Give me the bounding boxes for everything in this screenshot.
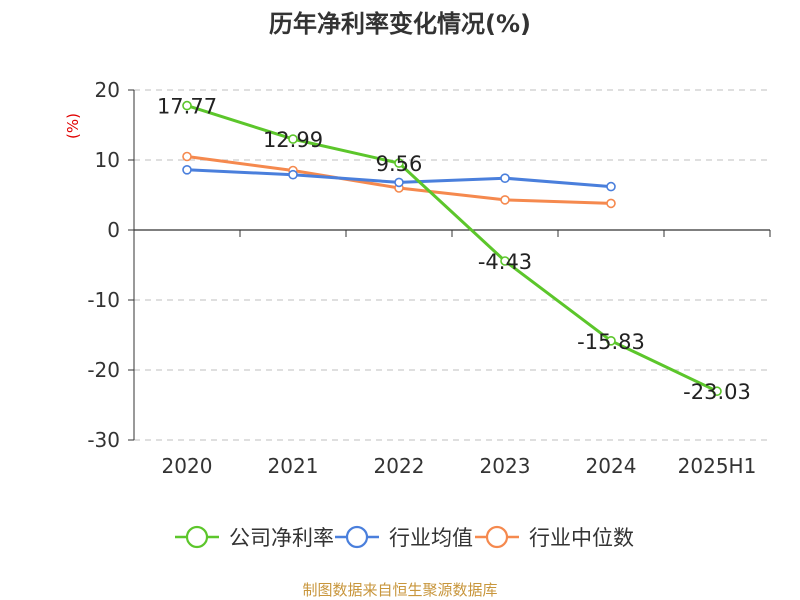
chart-title: 历年净利率变化情况(%) [269,10,531,38]
data-point [606,198,616,209]
data-point [182,100,192,111]
data-label: -15.83 [577,330,645,354]
legend-label: 行业均值 [389,526,473,550]
y-tick-label: -20 [87,358,120,382]
data-point [606,336,616,346]
legend-marker [485,525,509,549]
grid-layer [134,89,770,441]
data-point [606,181,616,192]
data-label: -23.03 [683,380,751,404]
axis-layer: 20 10 0 -10 -20 -30 2020 2021 2022 2023 2024 2025H1 [87,78,771,478]
x-tick-label: 2025H1 [678,454,757,478]
legend-label: 公司净利率 [229,526,334,550]
data-point [394,158,404,168]
data-label: 17.77 [157,95,217,119]
x-tick-label: 2024 [586,454,637,478]
data-point [500,195,510,205]
data-label: 12.99 [263,128,323,152]
y-tick-label: -30 [87,428,120,452]
x-tick-label: 2020 [162,454,213,478]
legend: 公司净利率 行业均值 行业中位数 [175,525,634,550]
data-point [288,169,298,180]
y-axis-label: (%) [64,113,82,139]
data-label: 9.56 [376,152,423,176]
data-point [182,165,192,175]
data-point [500,256,510,266]
y-tick-label: 0 [107,218,120,242]
y-tick-label: -10 [87,288,120,312]
y-tick-label: 20 [95,78,120,102]
y-tick-label: 10 [95,148,120,172]
legend-marker [345,525,369,549]
legend-marker [185,525,209,549]
data-point [500,173,510,183]
x-tick-label: 2022 [374,454,425,478]
data-point [182,151,192,162]
series-layer [182,100,722,397]
legend-label: 行业中位数 [529,526,634,550]
data-point [712,386,722,397]
data-point [288,134,298,144]
data-point [394,177,404,188]
x-tick-label: 2023 [480,454,531,478]
series-line [186,104,718,393]
source-note: 制图数据来自恒生聚源数据库 [302,581,497,599]
data-label-layer: 17.77 12.99 9.56 -4.43 -15.83 -23.03 [157,95,751,405]
x-tick-label: 2021 [268,454,319,478]
data-label: -4.43 [478,250,532,274]
